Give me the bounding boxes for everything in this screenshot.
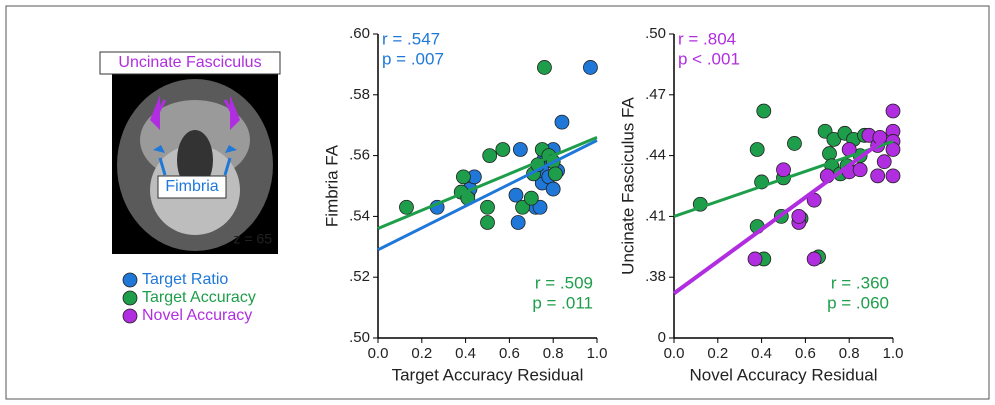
legend-marker	[122, 308, 138, 324]
fit-line	[377, 135, 598, 230]
stat-annotation: p = .011	[532, 293, 593, 312]
legend-label: Novel Accuracy	[142, 307, 252, 324]
x-tick-label: 0.2	[411, 345, 432, 362]
upper-label: Uncinate Fasciculus	[118, 54, 261, 71]
fimbria-marker	[153, 145, 237, 153]
legend-marker	[122, 290, 138, 306]
point	[583, 60, 598, 75]
point	[547, 166, 563, 182]
point	[537, 60, 552, 75]
stat-annotation: r = .547	[382, 29, 440, 48]
point	[512, 142, 528, 157]
x-tick-label: 0.8	[543, 345, 564, 362]
point	[482, 148, 498, 164]
point	[747, 251, 763, 267]
point	[756, 103, 772, 119]
stat-annotation: p = .007	[382, 49, 444, 68]
point	[495, 142, 511, 157]
point	[806, 251, 822, 267]
y-tick-label: .50	[349, 329, 370, 346]
stat-annotation: r = .509	[535, 273, 593, 292]
x-tick-label: 1.0	[883, 345, 904, 362]
fit-line	[672, 139, 884, 296]
stat-annotation: r = .804	[678, 29, 736, 48]
y-tick-label: .52	[349, 268, 370, 285]
fit-line	[377, 139, 598, 252]
label-box	[157, 175, 227, 199]
lower-label: Fimbria	[165, 178, 218, 195]
y-tick-label: .38	[645, 268, 666, 285]
y-tick-label: .41	[645, 207, 666, 224]
x-tick-label: 0.6	[499, 345, 520, 362]
label-box	[99, 51, 281, 75]
point	[480, 215, 495, 230]
stat-annotation: p < .001	[678, 49, 740, 68]
point	[399, 199, 414, 215]
point	[876, 154, 892, 170]
y-tick-label: .47	[645, 86, 666, 103]
point	[776, 162, 791, 178]
point	[852, 162, 868, 178]
point	[532, 199, 548, 215]
x-axis-title: Novel Accuracy Residual	[689, 365, 877, 384]
legend-label: Target Accuracy	[142, 289, 256, 306]
y-axis-title: Fimbria FA	[322, 144, 341, 227]
y-tick-label: .54	[349, 207, 370, 224]
point	[523, 190, 539, 206]
point	[822, 146, 837, 161]
x-tick-label: 0.4	[751, 345, 772, 362]
point	[456, 169, 471, 185]
stat-annotation: p = .060	[827, 293, 889, 312]
tract	[150, 95, 240, 130]
point	[554, 114, 570, 130]
slice-label: z = 65	[233, 231, 272, 247]
x-tick-label: 0.0	[664, 345, 685, 362]
point	[749, 142, 765, 157]
point	[515, 199, 530, 215]
x-tick-label: 1.0	[587, 345, 608, 362]
y-tick-label: .56	[349, 147, 370, 164]
y-tick-label: .44	[645, 147, 666, 164]
y-tick-label: .58	[349, 86, 370, 103]
x-tick-label: 0.6	[795, 345, 816, 362]
x-tick-label: 0.2	[707, 345, 728, 362]
brain-image: Uncinate Fasciculus Fimbria z = 65	[99, 51, 281, 254]
legend-marker	[122, 272, 138, 288]
brain-ventricle	[177, 130, 213, 190]
stat-annotation: r = .360	[831, 273, 889, 292]
point	[787, 136, 802, 151]
fit-line	[673, 139, 894, 218]
y-axis-title: Uncinate Fasciculus FA	[618, 97, 637, 275]
point	[870, 168, 886, 184]
x-tick-label: 0.8	[839, 345, 860, 362]
point	[480, 199, 495, 215]
x-axis-title: Target Accuracy Residual	[392, 365, 584, 384]
point	[791, 208, 807, 224]
point	[885, 103, 901, 119]
x-tick-label: 0.4	[455, 345, 476, 362]
arrow	[158, 157, 232, 176]
x-tick-label: 0.0	[368, 345, 389, 362]
point	[885, 168, 901, 184]
point	[510, 215, 526, 230]
y-tick-label: .60	[349, 25, 370, 42]
legend-label: Target Ratio	[142, 271, 228, 288]
point	[508, 187, 524, 203]
point	[545, 181, 561, 197]
y-tick-label: 0	[658, 329, 666, 346]
y-tick-label: .50	[645, 25, 666, 42]
